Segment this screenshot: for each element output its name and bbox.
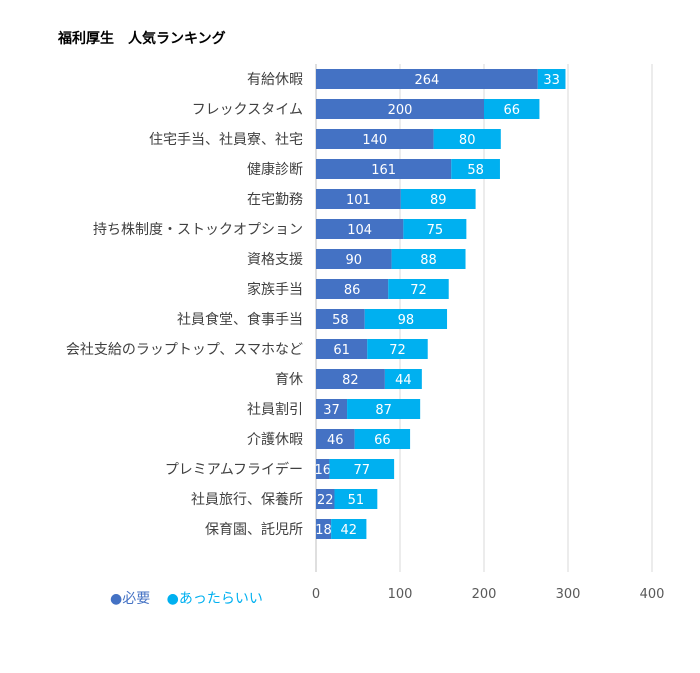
data-label: 200	[388, 103, 413, 118]
category-label: 健康診断	[247, 161, 303, 178]
data-label: 264	[414, 73, 439, 88]
category-label: 資格支援	[247, 252, 303, 268]
data-label: 18	[315, 523, 332, 538]
x-tick-label: 400	[640, 587, 665, 602]
bar-segment	[316, 279, 389, 299]
bar-segment	[316, 159, 452, 179]
data-label: 66	[374, 433, 391, 448]
data-label: 72	[389, 343, 406, 358]
category-label: 育休	[275, 372, 303, 388]
bar-segment	[316, 489, 335, 509]
category-label: フレックスタイム	[192, 102, 303, 118]
bar-segment	[484, 99, 540, 119]
data-label: 58	[467, 163, 484, 178]
category-label: 会社支給のラップトップ、スマホなど	[66, 342, 303, 358]
bar-segment	[364, 309, 448, 329]
bar-segment	[316, 429, 355, 449]
bar-segment	[403, 219, 467, 239]
bar-segment	[316, 309, 365, 329]
bar-segment	[400, 189, 476, 209]
bar-segment	[329, 459, 395, 479]
category-label: 家族手当	[247, 281, 303, 298]
bar-segment	[316, 519, 332, 539]
x-tick-label: 0	[312, 587, 320, 602]
category-label: プレミアムフライデー	[165, 461, 303, 478]
category-label: 在宅勤務	[247, 192, 303, 208]
bar-segment	[388, 279, 449, 299]
category-label: 社員割引	[247, 401, 303, 418]
bar-segment	[316, 99, 484, 119]
data-label: 46	[327, 433, 344, 448]
data-label: 98	[398, 313, 415, 328]
data-label: 75	[427, 223, 444, 238]
data-label: 88	[420, 253, 437, 268]
bar-segment	[316, 459, 330, 479]
data-label: 22	[317, 493, 334, 508]
bar-segment	[367, 339, 428, 359]
x-tick-label: 200	[472, 587, 497, 602]
bar-segment	[334, 489, 378, 509]
bar-segment	[331, 519, 367, 539]
category-label: 持ち株制度・ストックオプション	[93, 222, 303, 238]
data-label: 101	[346, 193, 371, 208]
data-label: 86	[344, 283, 361, 298]
bar-segment	[451, 159, 500, 179]
data-label: 58	[332, 313, 349, 328]
bar-segment	[316, 69, 538, 89]
data-label: 80	[459, 133, 476, 148]
data-label: 44	[395, 373, 412, 388]
data-label: 82	[342, 373, 359, 388]
chart-title: 福利厚生 人気ランキング	[58, 31, 226, 47]
data-label: 87	[375, 403, 392, 418]
data-label: 51	[348, 493, 365, 508]
data-label: 140	[362, 133, 387, 148]
data-label: 161	[371, 163, 396, 178]
data-label: 33	[543, 73, 560, 88]
data-label: 37	[323, 403, 340, 418]
bar-segment	[316, 129, 434, 149]
bar-segment	[347, 399, 421, 419]
bar-segment	[433, 129, 501, 149]
category-label: 社員旅行、保養所	[191, 491, 303, 508]
category-label: 介護休暇	[247, 432, 303, 448]
bar-segment	[316, 369, 385, 389]
category-label: 社員食堂、食事手当	[177, 311, 303, 328]
bar-segment	[384, 369, 422, 389]
x-tick-label: 100	[388, 587, 413, 602]
data-label: 42	[340, 523, 357, 538]
legend: ●必要 ●あったらいい	[110, 588, 275, 608]
category-label: 保育園、託児所	[205, 522, 303, 538]
category-label: 有給休暇	[247, 72, 303, 88]
bar-segment	[316, 249, 392, 269]
bar-segment	[391, 249, 466, 269]
bar-segment	[537, 69, 566, 89]
category-label: 住宅手当、社員寮、社宅	[149, 131, 303, 148]
data-label: 16	[314, 463, 331, 478]
data-label: 104	[347, 223, 372, 238]
data-label: 77	[354, 463, 371, 478]
data-label: 66	[503, 103, 520, 118]
legend-item-required: ●必要	[110, 591, 151, 607]
data-label: 72	[410, 283, 427, 298]
x-tick-label: 300	[556, 587, 581, 602]
legend-item-nice-to-have: ●あったらいい	[166, 591, 263, 607]
bar-segment	[316, 219, 404, 239]
data-label: 89	[430, 193, 447, 208]
bar-segment	[354, 429, 411, 449]
data-label: 61	[333, 343, 350, 358]
bar-segment	[316, 399, 348, 419]
data-label: 90	[346, 253, 363, 268]
bar-segment	[316, 189, 401, 209]
bar-segment	[316, 339, 368, 359]
